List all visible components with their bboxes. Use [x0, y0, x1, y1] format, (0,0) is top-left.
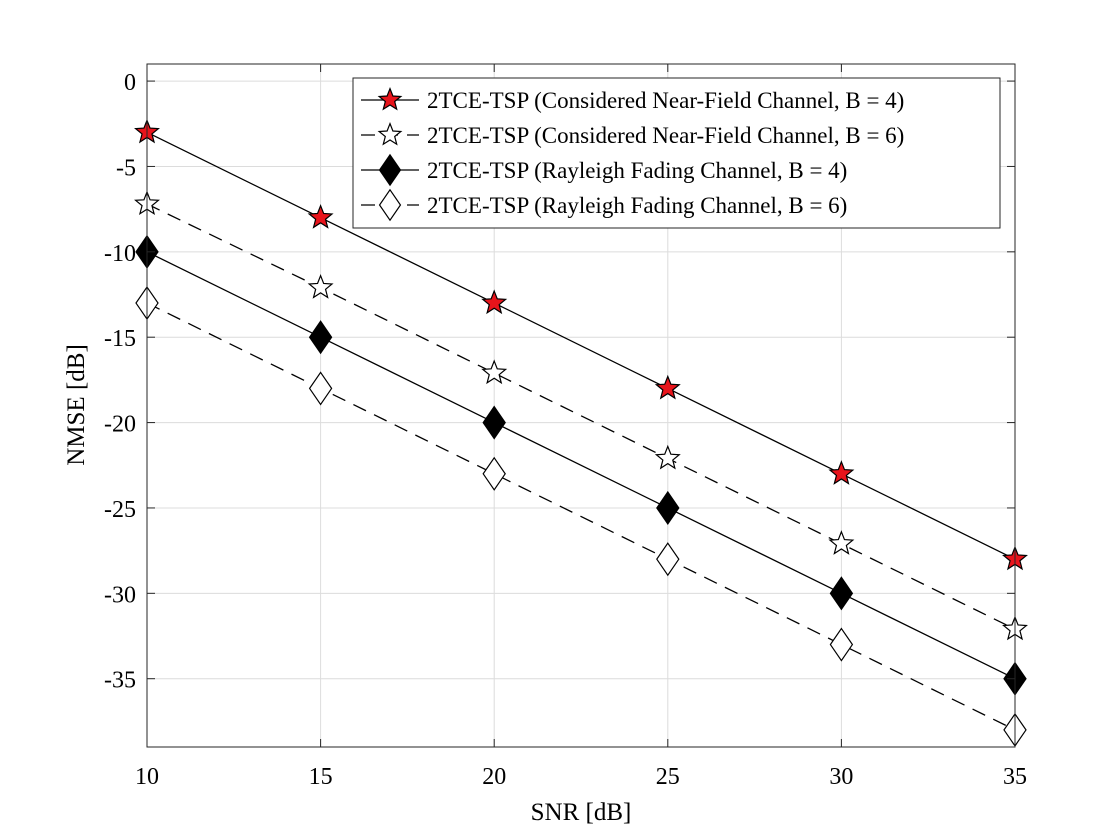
- series-1-point-25: [654, 374, 681, 400]
- x-tick-label: 10: [135, 764, 159, 790]
- x-tick-label: 20: [482, 764, 506, 790]
- series-line-4: [146, 302, 1016, 731]
- grid-lines: [147, 64, 1015, 747]
- series-4-point-30: [829, 627, 854, 662]
- x-tick-label: 35: [1003, 764, 1027, 790]
- x-tick-label: 25: [656, 764, 680, 790]
- series-lines: [146, 131, 1016, 731]
- y-tick-label: -30: [104, 582, 136, 608]
- series-line-3: [146, 251, 1016, 680]
- series-3-point-20: [482, 405, 506, 440]
- series-4-point-15: [308, 371, 333, 406]
- y-axis-label: NMSE [dB]: [63, 344, 90, 466]
- legend-label-2: 2TCE-TSP (Considered Near-Field Channel,…: [427, 123, 904, 148]
- y-tick-label: -5: [116, 155, 136, 181]
- y-tick-label: -25: [104, 497, 136, 523]
- legend-marker-2: [377, 121, 403, 146]
- series-2-point-20: [481, 359, 508, 385]
- y-tick-label: -20: [104, 412, 136, 438]
- y-tick-label: -35: [104, 668, 136, 694]
- x-axis-ticks: 10 15 20 25 30 35: [135, 64, 1027, 790]
- series-2-point-30: [828, 530, 855, 555]
- plot-frame: [146, 63, 1016, 748]
- series-4-point-20: [482, 456, 506, 491]
- legend-marker-1: [377, 86, 403, 111]
- legend: 2TCE-TSP (Considered Near-Field Channel,…: [352, 77, 1001, 229]
- legend-marker-4: [378, 188, 402, 222]
- series-3-point-30: [829, 576, 854, 611]
- x-axis-label: SNR [dB]: [531, 799, 632, 826]
- series-1-point-30: [828, 460, 855, 485]
- y-tick-label: -10: [104, 241, 136, 267]
- series-line-1: [146, 131, 1016, 560]
- series-4-point-25: [656, 542, 680, 577]
- series-1-point-15: [307, 204, 334, 229]
- y-tick-label: -15: [104, 326, 136, 352]
- series-3-point-15: [308, 320, 333, 355]
- series-2-point-15: [307, 274, 334, 299]
- legend-label-3: 2TCE-TSP (Rayleigh Fading Channel, B = 4…: [427, 158, 847, 183]
- y-axis-ticks: 0 -5 -10 -15 -20 -25 -30 -35: [104, 70, 1015, 694]
- legend-marker-3: [378, 153, 402, 187]
- legend-label-1: 2TCE-TSP (Considered Near-Field Channel,…: [427, 88, 904, 113]
- series-line-2: [146, 203, 1016, 630]
- legend-label-4: 2TCE-TSP (Rayleigh Fading Channel, B = 6…: [427, 193, 847, 218]
- x-tick-label: 30: [829, 764, 853, 790]
- series-1-point-20: [481, 289, 508, 315]
- series-3-point-25: [656, 490, 680, 526]
- x-tick-label: 15: [309, 764, 333, 790]
- legend-box: [352, 77, 1001, 229]
- series-2-point-25: [654, 444, 681, 470]
- y-tick-label: 0: [124, 70, 136, 96]
